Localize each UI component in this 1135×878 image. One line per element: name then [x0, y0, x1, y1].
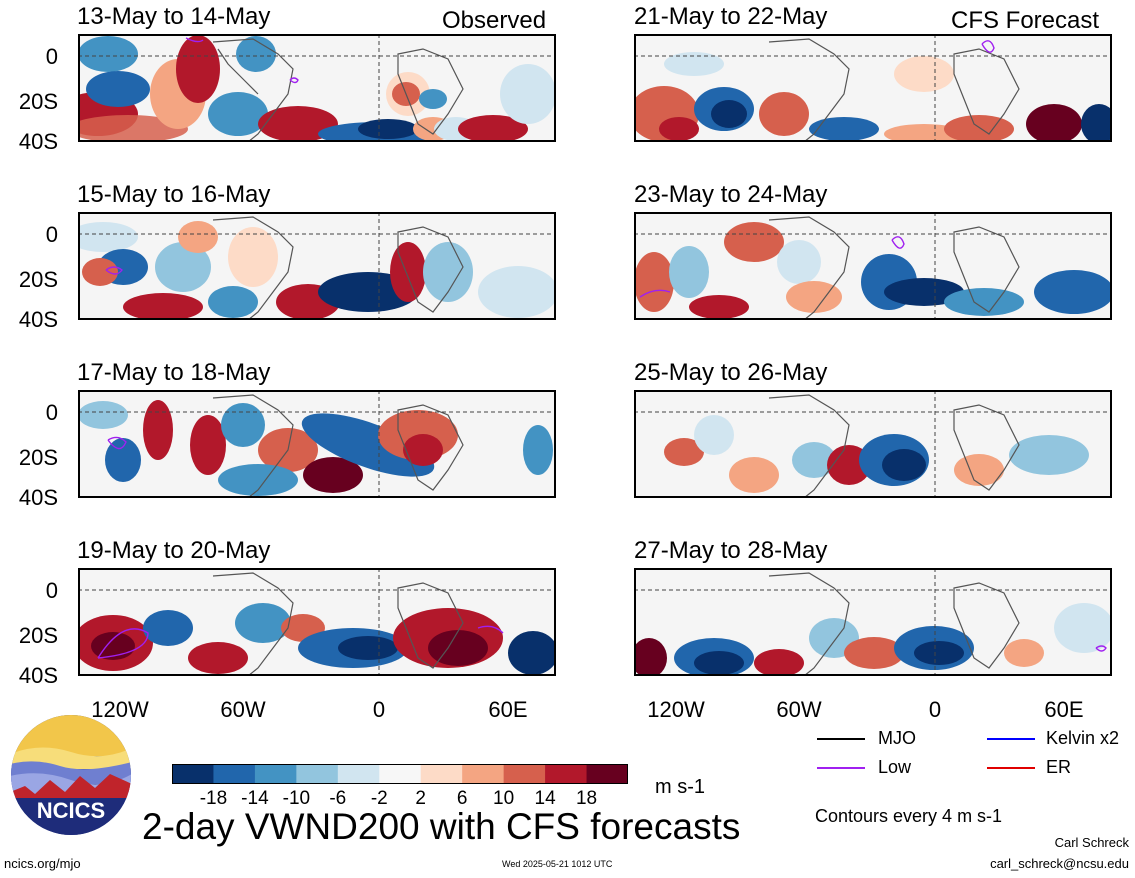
y-tick-20s-row2: 20S	[18, 267, 58, 292]
colorbar-tick-label: -2	[370, 788, 388, 809]
ncics-logo: NCICS	[11, 715, 131, 835]
y-tick-20s-row1: 20S	[18, 89, 58, 114]
colorbar-tick-label: -6	[329, 788, 347, 809]
colorbar-swatch	[503, 764, 546, 784]
legend-note: Contours every 4 m s-1	[815, 806, 1003, 826]
colorbar-tick-label: -18	[199, 788, 228, 809]
x-tick-60w-right: 60W	[776, 697, 822, 722]
y-tick-0-row1: 0	[45, 44, 58, 69]
colorbar-tick-label: 14	[534, 788, 556, 809]
footer-url: ncics.org/mjo	[4, 856, 81, 871]
panel-title-fcst-1: 21-May to 22-May	[634, 3, 828, 30]
y-tick-40s-row4: 40S	[18, 663, 58, 688]
x-tick-0-right: 0	[928, 697, 942, 722]
colorbar-tick-label: -10	[282, 788, 311, 809]
legend-lines	[817, 738, 1035, 769]
logo-text: NCICS	[37, 798, 105, 823]
legend-label-low: Low	[878, 757, 912, 777]
footer-email: carl_schreck@ncsu.edu	[990, 856, 1129, 871]
map-panel-obs-4	[78, 568, 556, 676]
map-panel-obs-1	[78, 34, 556, 142]
x-tick-60e-left: 60E	[488, 697, 528, 722]
colorbar-unit: m s-1	[655, 776, 705, 798]
panel-title-obs-4: 19-May to 20-May	[77, 537, 271, 564]
legend-label-mjo: MJO	[878, 728, 916, 748]
colorbar-swatch	[172, 764, 214, 784]
colorbar-tick-label: 10	[493, 788, 515, 809]
panel-title-fcst-3: 25-May to 26-May	[634, 359, 828, 386]
y-tick-0-row3: 0	[45, 400, 58, 425]
colorbar-tick-label: 18	[575, 788, 598, 809]
map-panel-fcst-4	[634, 568, 1112, 676]
colorbar	[172, 764, 628, 784]
y-tick-20s-row3: 20S	[18, 445, 58, 470]
y-tick-20s-row4: 20S	[18, 623, 58, 648]
colorbar-swatch	[379, 764, 422, 784]
panel-title-obs-2: 15-May to 16-May	[77, 181, 271, 208]
legend-label-kelvin: Kelvin x2	[1046, 728, 1120, 748]
map-panel-fcst-1	[634, 34, 1112, 142]
colorbar-swatch	[462, 764, 505, 784]
x-tick-120w-left: 120W	[91, 697, 149, 722]
legend-label-er: ER	[1046, 757, 1072, 777]
colorbar-labels: -18 -14 -10 -6 -2 2 6 10 14 18	[172, 788, 628, 812]
y-tick-0-row2: 0	[45, 222, 58, 247]
colorbar-swatch	[420, 764, 463, 784]
colorbar-swatch	[296, 764, 339, 784]
panel-title-obs-3: 17-May to 18-May	[77, 359, 271, 386]
cfs-forecast-label: CFS Forecast	[951, 7, 1100, 34]
y-tick-40s-row1: 40S	[18, 129, 58, 154]
footer-timestamp: Wed 2025-05-21 1012 UTC	[502, 859, 613, 869]
colorbar-swatch	[586, 764, 628, 784]
colorbar-border	[172, 764, 628, 784]
x-tick-120w-right: 120W	[647, 697, 705, 722]
colorbar-tick-label: 6	[456, 788, 468, 809]
colorbar-swatch	[337, 764, 380, 784]
panel-title-fcst-4: 27-May to 28-May	[634, 537, 828, 564]
y-tick-0-row4: 0	[45, 578, 58, 603]
observed-label: Observed	[442, 7, 547, 34]
colorbar-swatch	[545, 764, 588, 784]
main-title: 2-day VWND200 with CFS forecasts	[142, 806, 741, 847]
footer-author: Carl Schreck	[1054, 835, 1129, 850]
map-panel-obs-3	[78, 390, 556, 498]
y-tick-40s-row2: 40S	[18, 307, 58, 332]
map-panel-obs-2	[78, 212, 556, 320]
map-panel-fcst-3	[634, 390, 1112, 498]
colorbar-tick-label: -14	[241, 788, 269, 809]
x-tick-0-left: 0	[372, 697, 386, 722]
x-tick-60w-left: 60W	[220, 697, 266, 722]
x-tick-60e-right: 60E	[1044, 697, 1084, 722]
panel-title-obs-1: 13-May to 14-May	[77, 3, 271, 30]
colorbar-tick-label: 2	[415, 788, 426, 809]
y-tick-40s-row3: 40S	[18, 485, 58, 510]
colorbar-swatch	[213, 764, 256, 784]
colorbar-swatch	[254, 764, 297, 784]
panel-title-fcst-2: 23-May to 24-May	[634, 181, 828, 208]
map-panel-fcst-2	[634, 212, 1112, 320]
